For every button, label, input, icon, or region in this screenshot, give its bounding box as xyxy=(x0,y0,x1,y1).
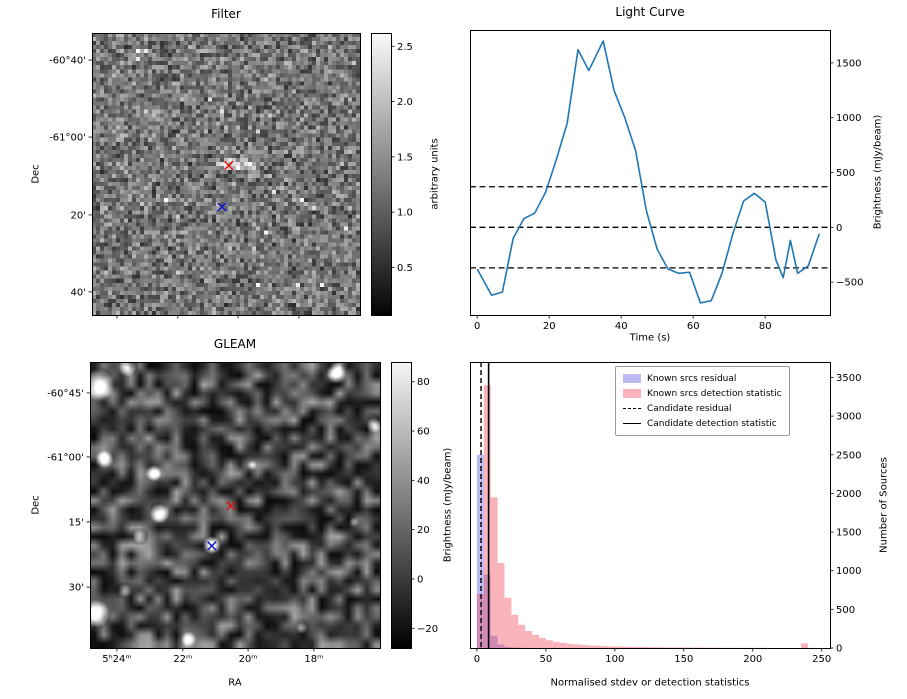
svg-text:60: 60 xyxy=(687,321,700,332)
svg-text:20ᵐ: 20ᵐ xyxy=(239,654,258,665)
svg-text:40: 40 xyxy=(615,321,628,332)
svg-text:2000: 2000 xyxy=(836,489,861,500)
svg-text:0: 0 xyxy=(836,644,842,655)
gleam-xlabel: RA xyxy=(228,677,242,689)
svg-text:1500: 1500 xyxy=(836,528,861,539)
svg-text:150: 150 xyxy=(674,654,693,665)
svg-text:1.5: 1.5 xyxy=(397,152,413,163)
legend-label: Candidate residual xyxy=(647,403,732,414)
filter-image xyxy=(92,33,360,315)
legend-item: Known srcs residual xyxy=(623,371,782,386)
svg-text:2.5: 2.5 xyxy=(397,42,413,53)
gleam-image xyxy=(90,362,380,648)
filter-colorbar-label: arbitrary units xyxy=(429,138,441,210)
histogram-ylabel: Number of Sources xyxy=(878,457,890,553)
svg-text:−20: −20 xyxy=(417,624,438,635)
svg-text:22ᵐ: 22ᵐ xyxy=(173,654,192,665)
svg-text:20': 20' xyxy=(71,210,86,221)
light-curve-title: Light Curve xyxy=(615,5,685,19)
svg-text:15': 15' xyxy=(69,517,84,528)
legend-label: Known srcs detection statistic xyxy=(647,388,782,399)
svg-text:0.5: 0.5 xyxy=(397,263,413,274)
svg-text:20: 20 xyxy=(543,321,556,332)
svg-text:20: 20 xyxy=(417,525,430,536)
svg-text:-61°00': -61°00' xyxy=(49,133,86,144)
svg-text:500: 500 xyxy=(836,605,855,616)
legend-label: Candidate detection statistic xyxy=(647,418,777,429)
svg-text:80: 80 xyxy=(759,321,772,332)
svg-text:30': 30' xyxy=(69,583,84,594)
svg-text:200: 200 xyxy=(743,654,762,665)
svg-text:5ʰ24ᵐ: 5ʰ24ᵐ xyxy=(102,654,131,665)
svg-text:18ᵐ: 18ᵐ xyxy=(304,654,323,665)
svg-text:50: 50 xyxy=(539,654,552,665)
svg-text:3000: 3000 xyxy=(836,412,861,423)
svg-text:80: 80 xyxy=(417,377,430,388)
svg-text:0: 0 xyxy=(836,223,842,234)
svg-text:250: 250 xyxy=(812,654,831,665)
svg-text:-60°40': -60°40' xyxy=(49,56,86,67)
svg-text:40': 40' xyxy=(71,287,86,298)
blue-patch-icon xyxy=(623,374,641,383)
svg-text:2500: 2500 xyxy=(836,450,861,461)
filter-colorbar xyxy=(371,33,391,315)
svg-text:1000: 1000 xyxy=(836,566,861,577)
svg-text:-60°45': -60°45' xyxy=(47,388,84,399)
filter-ylabel: Dec xyxy=(30,164,42,184)
svg-text:40: 40 xyxy=(417,476,430,487)
svg-text:3500: 3500 xyxy=(836,373,861,384)
legend-item: Candidate residual xyxy=(623,401,782,416)
gleam-title: GLEAM xyxy=(213,337,257,351)
legend-item: Known srcs detection statistic xyxy=(623,386,782,401)
svg-text:1500: 1500 xyxy=(836,58,861,69)
legend-label: Known srcs residual xyxy=(647,373,737,384)
gleam-ylabel: Dec xyxy=(30,495,42,515)
svg-text:500: 500 xyxy=(836,168,855,179)
svg-text:0: 0 xyxy=(474,321,480,332)
svg-text:1000: 1000 xyxy=(836,113,861,124)
svg-text:1.0: 1.0 xyxy=(397,208,413,219)
svg-text:60: 60 xyxy=(417,427,430,438)
gleam-colorbar xyxy=(391,362,411,648)
light-curve-xlabel: Time (s) xyxy=(629,332,671,344)
solid-line-icon xyxy=(623,423,641,424)
pink-patch-icon xyxy=(623,389,641,398)
svg-text:0: 0 xyxy=(474,654,480,665)
dashed-line-icon xyxy=(623,408,641,409)
legend-item: Candidate detection statistic xyxy=(623,416,782,431)
filter-title: Filter xyxy=(211,7,241,21)
svg-text:−500: −500 xyxy=(836,278,863,289)
gleam-colorbar-label: Brightness (mJy/beam) xyxy=(442,447,454,563)
histogram-xlabel: Normalised stdev or detection statistics xyxy=(550,677,750,689)
svg-text:2.0: 2.0 xyxy=(397,97,413,108)
legend: Known srcs residual Known srcs detection… xyxy=(615,366,790,436)
svg-text:-61°00': -61°00' xyxy=(47,452,84,463)
svg-text:100: 100 xyxy=(605,654,624,665)
svg-text:0: 0 xyxy=(417,574,423,585)
light-curve-ylabel: Brightness (mJy/beam) xyxy=(872,114,884,230)
